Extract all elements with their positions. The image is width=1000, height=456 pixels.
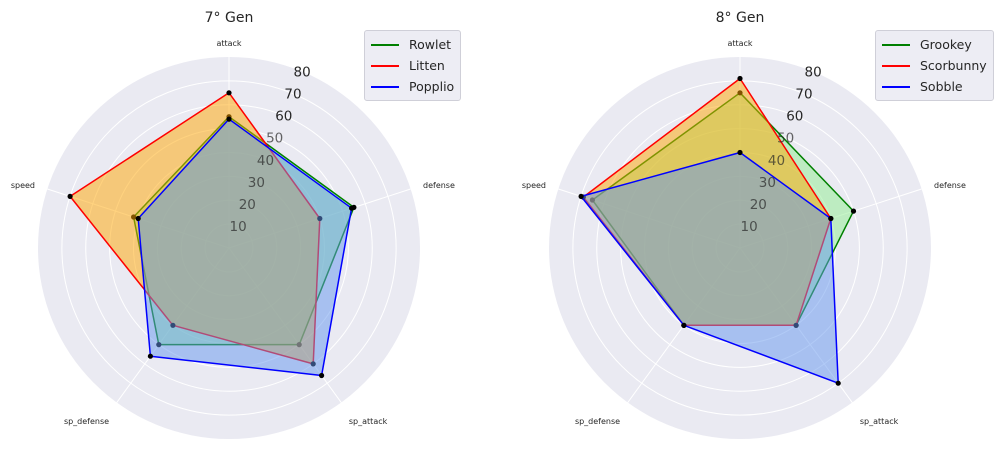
category-label-speed: speed bbox=[11, 181, 35, 190]
category-label-sp_defense: sp_defense bbox=[575, 417, 620, 426]
series-fill-popplio bbox=[138, 119, 352, 376]
legend-entry-scorbunny: Scorbunny bbox=[882, 55, 987, 76]
legend-entry-grookey: Grookey bbox=[882, 34, 987, 55]
category-label-sp_defense: sp_defense bbox=[64, 417, 109, 426]
radial-tick-label: 70 bbox=[284, 87, 301, 103]
data-point-scorbunny-attack bbox=[737, 75, 743, 82]
category-label-attack: attack bbox=[216, 39, 241, 48]
radial-tick-label: 20 bbox=[239, 197, 256, 213]
radial-tick-label: 50 bbox=[777, 131, 794, 147]
legend-entry-rowlet: Rowlet bbox=[371, 34, 454, 55]
radial-tick-label: 30 bbox=[759, 175, 776, 191]
legend-label: Popplio bbox=[409, 79, 455, 94]
legend-swatch bbox=[371, 43, 399, 46]
series-line-sobble bbox=[580, 151, 839, 384]
radial-tick-label: 10 bbox=[230, 219, 247, 235]
radial-tick-label: 70 bbox=[795, 87, 812, 103]
radial-tick-label: 80 bbox=[805, 65, 822, 81]
legend-swatch bbox=[371, 64, 399, 67]
legend-entry-litten: Litten bbox=[371, 55, 454, 76]
data-point-grookey-defense bbox=[850, 208, 857, 214]
legend: Grookey Scorbunny Sobble bbox=[875, 30, 994, 101]
series-fill-sobble bbox=[581, 152, 839, 384]
legend-label: Litten bbox=[409, 58, 445, 73]
data-point-litten-attack bbox=[226, 90, 232, 96]
radar-chart-2: 10 20 30 40 50 60 70 80 attack defense sp_attack sp… bbox=[522, 10, 966, 439]
category-label-sp_attack: sp_attack bbox=[860, 417, 899, 426]
legend-swatch bbox=[371, 85, 399, 88]
category-label-sp_attack: sp_attack bbox=[349, 417, 388, 426]
category-label-attack: attack bbox=[727, 39, 752, 48]
data-point-popplio-sp_attack bbox=[319, 372, 325, 379]
category-label-defense: defense bbox=[934, 181, 966, 190]
radial-tick-label: 50 bbox=[266, 131, 283, 147]
data-point-sobble-attack bbox=[737, 149, 743, 156]
radar-chart-1: 10 20 30 40 50 60 70 80 attack defense sp_attack sp… bbox=[11, 10, 455, 439]
radial-tick-label: 60 bbox=[786, 109, 803, 125]
legend-label: Sobble bbox=[920, 79, 963, 94]
radial-tick-label: 40 bbox=[768, 153, 785, 169]
category-label-speed: speed bbox=[522, 181, 546, 190]
data-point-popplio-speed bbox=[135, 215, 141, 222]
data-point-popplio-defense bbox=[349, 205, 355, 211]
data-point-sobble-speed bbox=[578, 193, 584, 199]
data-point-sobble-defense bbox=[828, 215, 834, 222]
category-label-defense: defense bbox=[423, 181, 455, 190]
legend-label: Scorbunny bbox=[920, 58, 987, 73]
radial-tick-label: 40 bbox=[257, 153, 274, 169]
radial-tick-label: 30 bbox=[248, 175, 265, 191]
data-point-popplio-sp_defense bbox=[147, 353, 153, 359]
radial-tick-label: 80 bbox=[294, 65, 311, 81]
radial-tick-label: 60 bbox=[275, 109, 292, 125]
legend-label: Rowlet bbox=[409, 37, 452, 52]
legend-label: Grookey bbox=[920, 37, 972, 52]
data-point-popplio-attack bbox=[226, 116, 232, 122]
legend-entry-sobble: Sobble bbox=[882, 76, 987, 97]
data-point-sobble-sp_defense bbox=[681, 322, 687, 328]
data-point-sobble-sp_attack bbox=[835, 380, 841, 386]
chart-title: 7° Gen bbox=[205, 10, 254, 26]
radial-tick-label: 10 bbox=[741, 219, 758, 235]
chart-title: 8° Gen bbox=[716, 10, 765, 26]
legend-swatch bbox=[882, 64, 910, 67]
data-point-litten-speed bbox=[67, 193, 73, 199]
radial-tick-label: 20 bbox=[750, 197, 767, 213]
legend: Rowlet Litten Popplio bbox=[364, 30, 462, 101]
series-line-popplio bbox=[137, 118, 353, 377]
legend-entry-popplio: Popplio bbox=[371, 76, 454, 97]
legend-swatch bbox=[882, 43, 910, 46]
legend-swatch bbox=[882, 85, 910, 88]
